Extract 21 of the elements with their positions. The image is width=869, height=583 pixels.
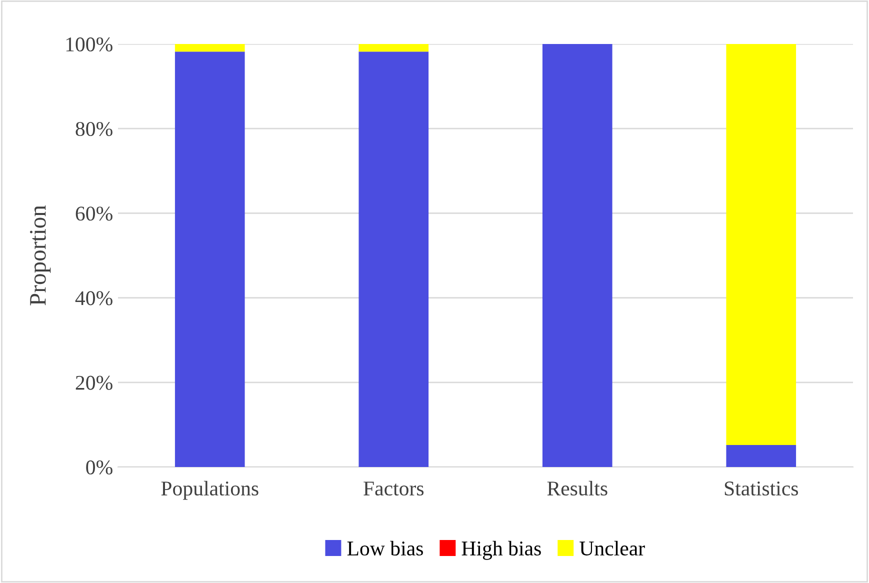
legend-label: High bias [462, 540, 541, 560]
x-tick-label: Populations [161, 480, 258, 500]
bar [174, 44, 245, 52]
y-tick-label: 60% [76, 206, 112, 221]
bar [358, 44, 429, 52]
bar [358, 52, 429, 467]
y-axis-title: Proportion [30, 205, 51, 306]
y-tick-label: 40% [75, 291, 112, 306]
legend-label: Unclear [580, 540, 645, 556]
legend-label: Low bias [347, 540, 423, 556]
y-tick-label: 0% [86, 460, 112, 474]
y-tick-label: 20% [76, 376, 112, 390]
y-tick-label: 80% [76, 122, 112, 136]
y-tick-label: 100% [66, 37, 112, 52]
bar [542, 44, 612, 467]
x-tick-label: Results [547, 480, 608, 496]
bar [174, 52, 245, 467]
bar [726, 44, 796, 446]
bar [726, 445, 796, 467]
x-tick-label: Statistics [724, 482, 798, 496]
x-tick-label: Factors [364, 482, 424, 496]
